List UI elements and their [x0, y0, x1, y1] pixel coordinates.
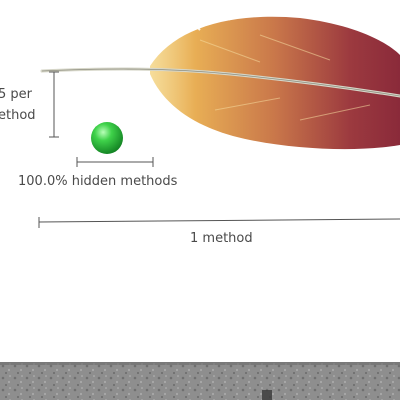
x-axis-label: 1 method: [190, 231, 253, 246]
green-sphere-icon: [91, 122, 123, 154]
long-scale-bar: [38, 217, 400, 228]
feather-illustration: [40, 3, 400, 151]
vertical-scale-bar: [49, 71, 59, 138]
stone-texture-strip: [0, 362, 400, 400]
hidden-methods-label: 100.0% hidden methods: [18, 174, 178, 189]
feather-vane: [150, 16, 400, 150]
y-axis-label-line1: 5 per: [0, 87, 32, 102]
y-axis-label-line2: ethod: [0, 108, 36, 123]
small-scale-bar: [76, 157, 154, 167]
